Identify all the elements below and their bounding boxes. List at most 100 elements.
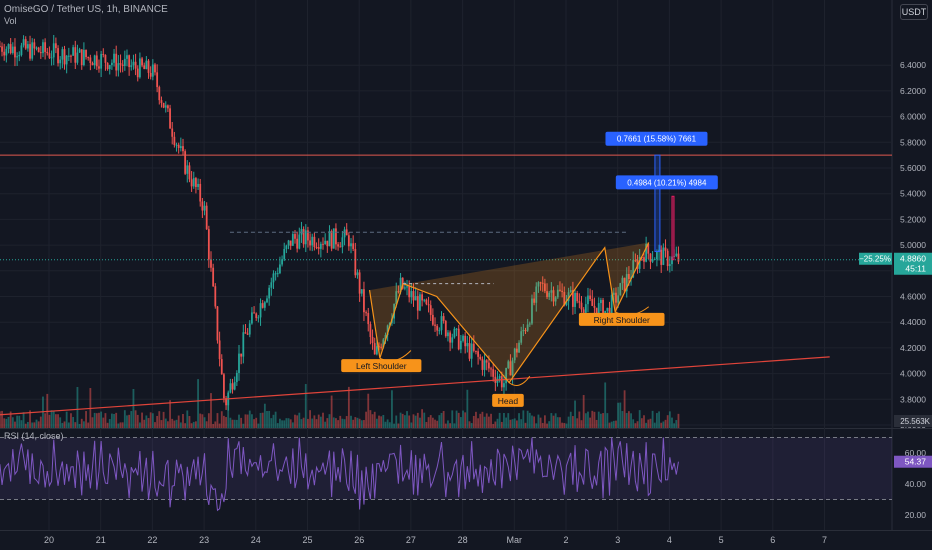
change-tag-bg: [859, 252, 892, 265]
volume-bar: [218, 423, 221, 428]
candle-body: [70, 55, 72, 57]
candle-body: [335, 228, 337, 245]
volume-bar: [363, 420, 365, 428]
volume-bar: [350, 415, 352, 428]
candle-body: [444, 320, 447, 337]
volume-bar: [623, 390, 626, 428]
volume-bar: [309, 410, 311, 428]
rsi-tick-label: 60.00: [905, 448, 927, 458]
volume-bar: [337, 420, 339, 428]
price-tick-label: 5.4000: [900, 189, 926, 199]
price-tick-label: 6.2000: [900, 86, 926, 96]
volume-bar: [257, 423, 260, 428]
volume-bar: [205, 421, 208, 428]
candle-body: [421, 294, 424, 301]
volume-bar: [253, 419, 255, 428]
volume-bar: [16, 415, 19, 428]
candle-body: [261, 303, 264, 308]
volume-bar: [358, 418, 361, 428]
volume-bar: [509, 419, 512, 428]
candle-body: [455, 328, 458, 330]
candle-body: [147, 60, 150, 73]
volume-bar: [82, 421, 85, 428]
candle-body: [235, 372, 238, 383]
candle-body: [658, 249, 660, 252]
candle-body: [143, 65, 146, 70]
candle-body: [677, 253, 680, 262]
candle-body: [307, 230, 309, 241]
time-axis: 20 21 22 23 24 25 26 27 28 Mar 2 3 4 5 6 7: [44, 535, 827, 545]
candle-body: [567, 292, 570, 302]
currency-button[interactable]: USDT: [900, 4, 928, 20]
candle-body: [447, 332, 449, 337]
candle-body: [93, 55, 96, 66]
candle-body: [294, 234, 296, 239]
pattern-label-bg: [492, 393, 524, 407]
price-tick-label: 5.2000: [900, 214, 926, 224]
volume-bar: [22, 412, 25, 428]
candle-body: [102, 53, 105, 55]
volume-bar: [169, 400, 171, 428]
volume-bar: [668, 411, 671, 428]
candle-body: [210, 259, 212, 268]
volume-bar: [139, 422, 141, 428]
volume-bar: [229, 417, 232, 428]
candle-body: [1, 46, 3, 52]
price-tick-label: 5.6000: [900, 163, 926, 173]
volume-bar: [518, 413, 520, 428]
volume-bar: [61, 422, 64, 428]
candle-body: [431, 314, 434, 325]
volume-bar: [248, 410, 251, 428]
candle-body: [190, 179, 193, 187]
volume-bar: [93, 412, 96, 428]
volume-bar: [490, 413, 492, 428]
candle-body: [113, 53, 115, 63]
candle-body: [410, 291, 413, 298]
candle-body: [216, 306, 219, 341]
volume-bar: [466, 389, 469, 428]
volume-bar: [128, 414, 131, 428]
volume-bar: [386, 419, 389, 428]
candle-body: [533, 298, 536, 303]
volume-bar: [272, 414, 275, 428]
volume-bar: [50, 410, 53, 428]
candle-body: [561, 290, 564, 292]
candle-body: [106, 62, 109, 70]
candle-body: [61, 49, 64, 60]
candle-body: [313, 236, 316, 248]
candle-body: [354, 248, 357, 276]
volume-bar: [171, 418, 174, 428]
volume-bar: [328, 414, 331, 428]
countdown-tag: 45:11: [905, 264, 926, 274]
candle-body: [108, 65, 111, 70]
candle-body: [330, 231, 333, 249]
volume-bar: [121, 422, 124, 428]
volume-bar: [255, 417, 258, 428]
volume-bar: [95, 413, 98, 428]
candle-body: [276, 273, 279, 275]
volume-bar: [653, 422, 656, 428]
volume-bar: [126, 415, 128, 428]
volume-bar: [436, 420, 439, 428]
volume-bar: [74, 422, 77, 428]
candle-body: [436, 325, 439, 331]
volume-bar: [261, 412, 264, 428]
volume-bar: [393, 423, 395, 428]
volume-bar: [184, 423, 187, 428]
volume-bar: [651, 410, 654, 428]
candle-body: [160, 100, 163, 103]
volume-bar: [595, 419, 598, 428]
candle-body: [352, 243, 355, 249]
candle-body: [156, 72, 159, 88]
candle-body: [22, 39, 25, 46]
candle-body: [167, 105, 169, 109]
candle-body: [621, 277, 624, 284]
volume-bar: [287, 418, 290, 428]
volume-bar: [617, 402, 620, 428]
volume-bar: [610, 421, 613, 428]
pattern-arrow: [508, 375, 531, 386]
candle-body: [526, 324, 529, 331]
candle-body: [524, 330, 527, 332]
measure-box: [671, 195, 675, 261]
